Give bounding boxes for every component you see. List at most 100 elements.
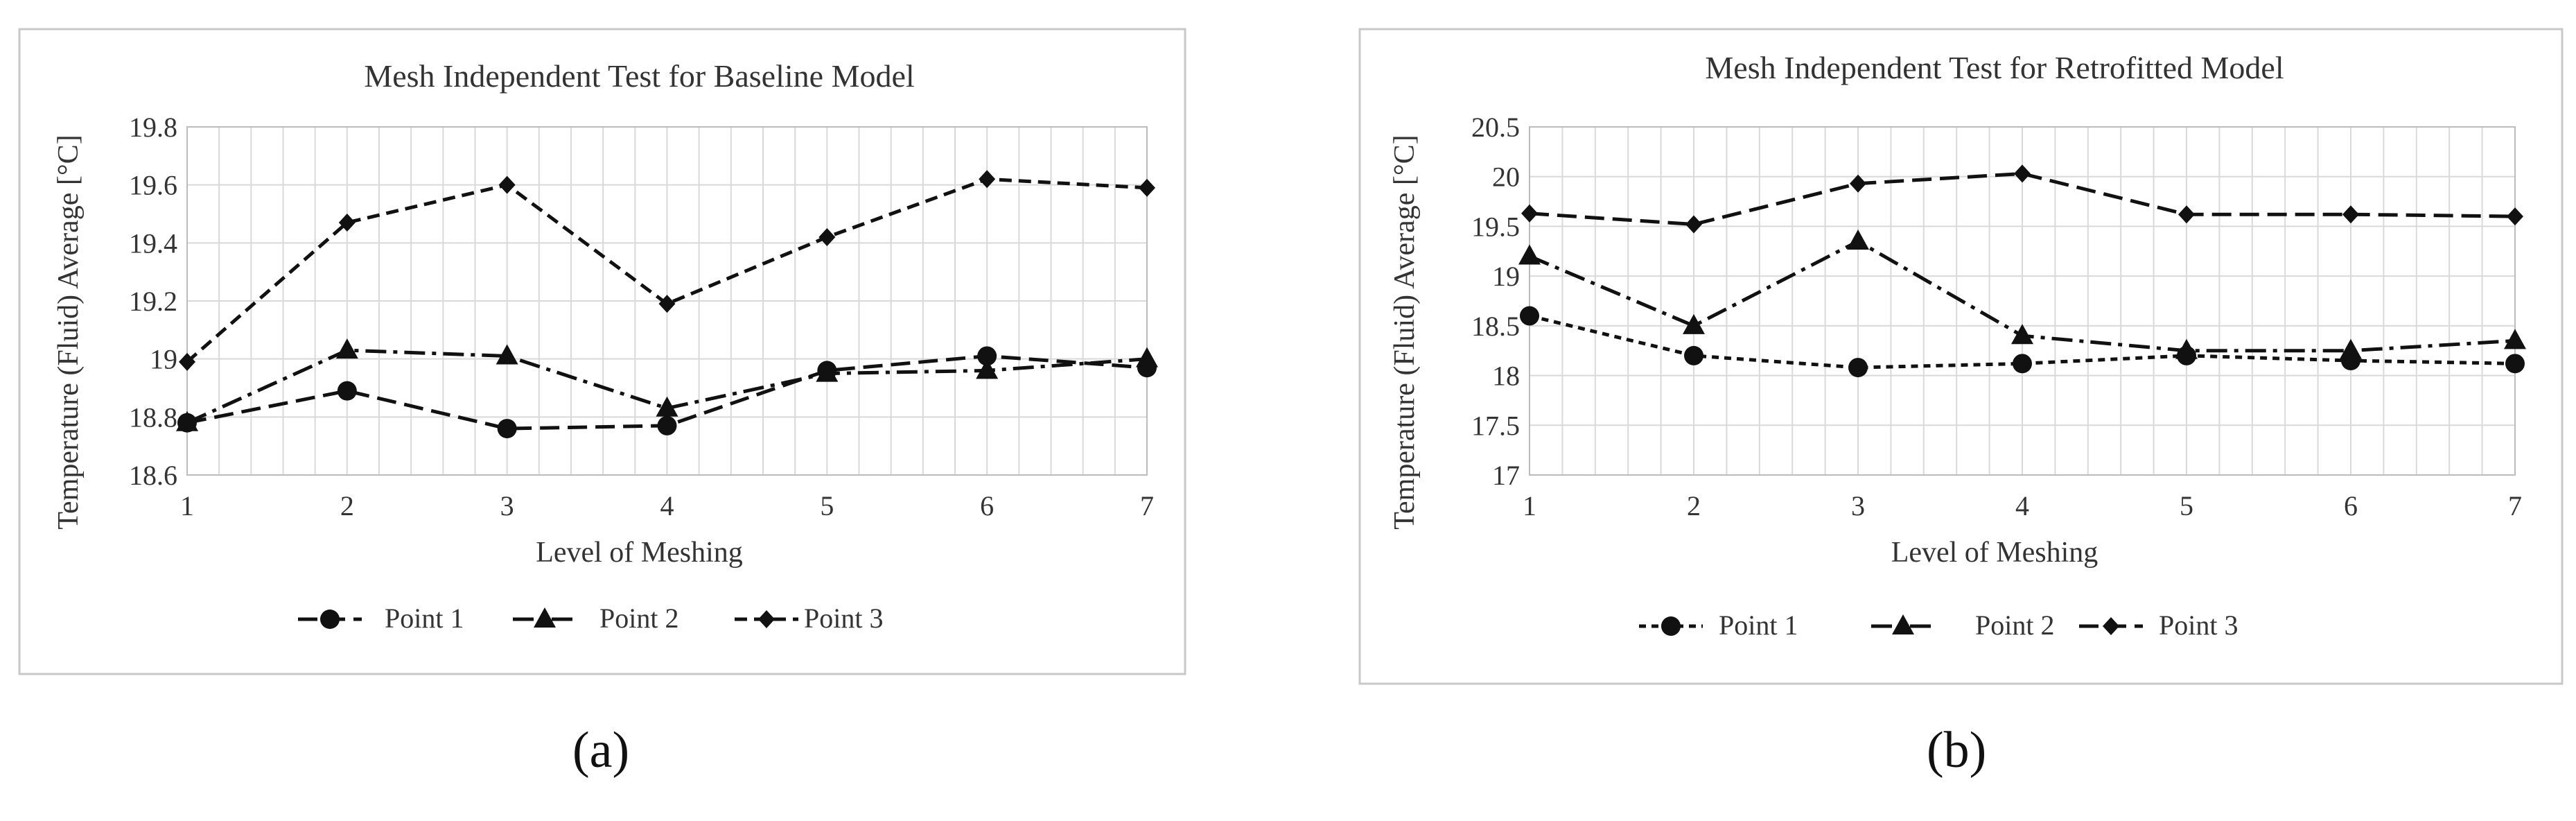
chart-2: Mesh Independent Test for Retrofitted Mo… (1358, 28, 2564, 685)
chart-1: Mesh Independent Test for Baseline Model… (18, 28, 1186, 675)
y-tick-label: 18.6 (129, 460, 177, 491)
legend: Point 1 Point 2 Point 3 (1639, 610, 2238, 641)
data-point (1136, 347, 1158, 368)
x-axis-label: Level of Meshing (536, 537, 743, 569)
series-point-2 (176, 338, 1158, 431)
y-tick-label: 19 (150, 344, 177, 375)
legend-label: Point 3 (804, 603, 883, 634)
data-point (1684, 345, 1703, 365)
data-point (2014, 164, 2031, 183)
legend: Point 1 Point 2 Point 3 (298, 603, 883, 634)
data-point (1847, 229, 1869, 250)
legend-label: Point 2 (1975, 610, 2054, 641)
data-point (2507, 207, 2523, 226)
data-point (816, 361, 839, 382)
y-tick-label: 20.5 (1471, 112, 1520, 143)
chart-frame (1358, 28, 2564, 685)
data-point (2013, 354, 2032, 374)
plot-area (1529, 126, 2516, 476)
data-point (1520, 306, 1539, 326)
x-tick-label: 7 (2508, 490, 2522, 521)
legend-item: Point 3 (2079, 610, 2238, 641)
data-point (496, 344, 518, 365)
x-tick-label: 5 (820, 490, 834, 521)
legend-marker (1892, 614, 1914, 634)
x-tick-label: 7 (1140, 490, 1154, 521)
data-point (498, 175, 516, 194)
panel-label-b: (b) (1927, 722, 1987, 779)
x-tick-label: 2 (1687, 490, 1701, 521)
legend-marker (2103, 617, 2119, 635)
y-tick-label: 19.5 (1471, 211, 1520, 242)
y-tick-label: 19 (1492, 261, 1520, 292)
legend-label: Point 1 (385, 603, 464, 634)
data-point (1518, 244, 1541, 265)
data-point (2342, 205, 2359, 224)
data-point (1521, 204, 1538, 223)
data-point (1848, 358, 1868, 378)
data-point (1139, 178, 1155, 197)
x-axis-label: Level of Meshing (1891, 537, 2099, 569)
x-tick-label: 1 (1523, 490, 1536, 521)
chart-title: Mesh Independent Test for Baseline Model (364, 58, 914, 94)
data-point (656, 396, 678, 417)
series-point-3 (179, 170, 1155, 371)
series-point-2 (1518, 229, 2526, 359)
y-tick-label: 20 (1492, 162, 1520, 193)
legend-item: Point 3 (735, 603, 883, 634)
data-point (979, 170, 996, 189)
legend-item: Point 1 (1639, 610, 1798, 641)
data-point (977, 346, 997, 366)
panel-label-a: (a) (572, 722, 630, 779)
legend-item: Point 2 (513, 603, 678, 634)
x-tick-label: 4 (2015, 490, 2029, 521)
data-point (335, 338, 358, 359)
data-point (2011, 324, 2033, 345)
data-point (658, 295, 676, 313)
data-point (2178, 205, 2195, 224)
y-tick-label: 19.4 (129, 227, 177, 259)
x-tick-label: 1 (180, 490, 194, 521)
data-point (657, 415, 677, 435)
chart-frame (18, 28, 1186, 675)
y-tick-label: 19.2 (129, 286, 177, 317)
x-tick-label: 2 (340, 490, 354, 521)
legend-marker (1661, 616, 1681, 636)
legend-marker (320, 610, 340, 629)
data-point (337, 381, 357, 401)
y-tick-label: 17 (1492, 460, 1520, 491)
x-tick-label: 5 (2180, 490, 2193, 521)
chart-title: Mesh Independent Test for Retrofitted Mo… (1705, 50, 2284, 85)
y-tick-label: 18.5 (1471, 311, 1520, 342)
y-tick-label: 19.6 (129, 170, 177, 201)
legend-label: Point 3 (2159, 610, 2238, 641)
data-point (1850, 174, 1866, 193)
y-axis-label: Temperature (Fluid) Average [°C] (1389, 135, 1421, 529)
plot-area (186, 126, 1148, 476)
data-point (2340, 338, 2362, 359)
legend-item: Point 1 (298, 603, 464, 634)
data-point (1685, 215, 1702, 234)
data-point (179, 352, 195, 371)
data-point (2504, 329, 2526, 349)
data-point (1683, 313, 1705, 334)
legend-item: Point 2 (1871, 610, 2054, 641)
x-tick-label: 3 (500, 490, 514, 521)
x-tick-label: 6 (980, 490, 994, 521)
legend-label: Point 1 (1719, 610, 1798, 641)
data-point (976, 358, 999, 379)
data-point (818, 227, 836, 246)
y-axis-label: Temperature (Fluid) Average [°C] (53, 135, 85, 529)
y-tick-label: 18 (1492, 361, 1520, 392)
legend-marker (534, 607, 556, 628)
legend-marker (758, 610, 775, 628)
x-tick-label: 4 (660, 490, 674, 521)
data-point (2505, 354, 2525, 374)
data-point (176, 410, 198, 431)
y-tick-label: 18.8 (129, 401, 177, 433)
x-tick-label: 6 (2344, 490, 2358, 521)
legend-label: Point 2 (599, 603, 678, 634)
y-tick-label: 19.8 (129, 112, 177, 143)
data-point (338, 214, 356, 232)
